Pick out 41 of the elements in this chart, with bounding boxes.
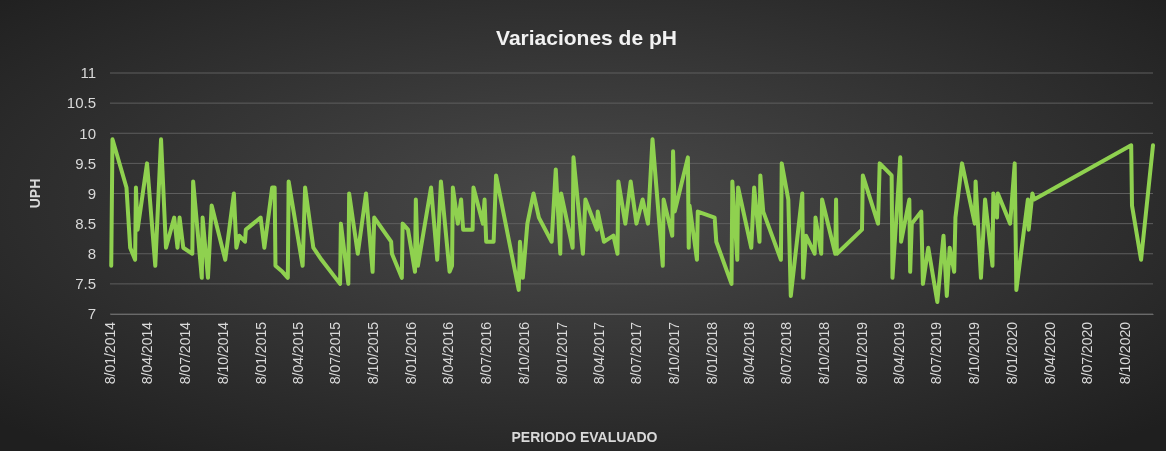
- x-tick-label: 8/10/2015: [365, 321, 381, 385]
- x-tick-label: 8/04/2017: [590, 321, 607, 385]
- x-tick-label: 8/01/2019: [853, 321, 870, 385]
- x-tick-label: 8/07/2018: [778, 321, 795, 385]
- y-tick-label: 8.5: [75, 214, 96, 232]
- x-tick-label: 8/01/2018: [703, 321, 720, 385]
- x-tick-label: 8/04/2015: [289, 321, 306, 385]
- x-tick-label: 8/07/2016: [477, 321, 494, 385]
- y-tick-label: 9: [87, 184, 96, 202]
- y-tick-label: 10.5: [66, 94, 96, 112]
- x-tick-label: 8/07/2014: [176, 321, 193, 385]
- x-tick-label: 8/01/2020: [1004, 321, 1021, 385]
- line-series: [109, 137, 1155, 304]
- x-tick-label: 8/10/2020: [1117, 321, 1133, 385]
- x-tick-label: 8/04/2019: [891, 321, 908, 385]
- x-tick-label: 8/01/2016: [402, 321, 419, 385]
- x-tick-label: 8/10/2017: [665, 321, 682, 385]
- x-tick-label: 8/01/2014: [102, 321, 119, 385]
- y-tick-label: 11: [80, 64, 96, 82]
- chart-title: Variaciones de pH: [496, 26, 677, 49]
- y-axis-title: UPH: [27, 178, 43, 209]
- x-tick-label: 8/10/2016: [515, 321, 532, 385]
- y-tick-label: 7: [87, 305, 96, 323]
- x-tick-label: 8/04/2016: [440, 321, 457, 385]
- x-tick-label: 8/07/2015: [327, 321, 344, 385]
- y-tick-label: 10: [79, 124, 96, 142]
- y-tick-label: 9.5: [75, 154, 96, 172]
- x-tick-label: 8/01/2015: [252, 321, 269, 385]
- x-tick-label: 8/04/2014: [139, 321, 156, 385]
- x-tick-label: 8/07/2019: [928, 321, 945, 385]
- x-tick-label: 8/10/2018: [816, 321, 833, 385]
- x-tick-label: 8/10/2019: [966, 321, 983, 385]
- x-tick-label: 8/07/2020: [1079, 321, 1096, 385]
- x-tick-label: 8/10/2014: [214, 321, 231, 385]
- x-axis-title: PERIODO EVALUADO: [511, 429, 658, 445]
- x-tick-label: 8/04/2020: [1041, 321, 1058, 385]
- y-tick-label: 8: [87, 245, 96, 263]
- y-tick-label: 7.5: [75, 275, 96, 293]
- x-tick-label: 8/04/2018: [740, 321, 757, 385]
- x-tick-label: 8/01/2017: [553, 321, 570, 385]
- x-tick-label: 8/07/2017: [628, 321, 645, 385]
